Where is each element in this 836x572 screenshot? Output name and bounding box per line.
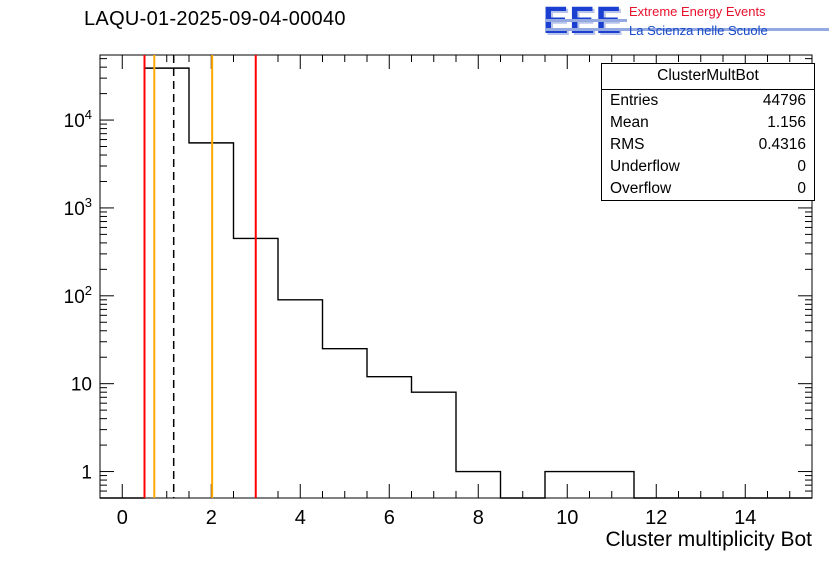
logo-subtitle-la-scienza: La Scienza nelle Scuole	[629, 22, 768, 38]
eee-logo: EEE Extreme Energy Events La Scienza nel…	[543, 0, 833, 50]
stats-value: 1.156	[767, 114, 806, 131]
stats-label: Overflow	[610, 180, 672, 197]
x-axis-title: Cluster multiplicity Bot	[605, 528, 812, 551]
svg-text:10: 10	[556, 507, 578, 529]
stats-value: 0	[797, 180, 806, 197]
logo-subtitle-extreme-energy-events: Extreme Energy Events	[629, 4, 766, 19]
stats-label: Underflow	[610, 158, 680, 175]
logo-subtitles: Extreme Energy Events La Scienza nelle S…	[629, 3, 768, 41]
stats-value: 44796	[762, 92, 806, 109]
logo-track-line-long-icon	[545, 28, 829, 31]
stats-box: ClusterMultBot Entries 44796 Mean 1.156 …	[601, 63, 815, 201]
svg-text:102: 102	[64, 283, 92, 308]
stats-row-rms: RMS 0.4316	[602, 134, 814, 156]
stats-label: Mean	[610, 114, 649, 131]
stats-value: 0	[797, 158, 806, 175]
logo-track-line-icon	[545, 19, 627, 22]
svg-text:8: 8	[473, 507, 484, 529]
svg-text:12: 12	[645, 507, 667, 529]
stats-title: ClusterMultBot	[602, 64, 814, 90]
svg-text:2: 2	[206, 507, 217, 529]
stats-row-entries: Entries 44796	[602, 90, 814, 112]
stats-row-overflow: Overflow 0	[602, 178, 814, 200]
svg-text:4: 4	[295, 507, 306, 529]
svg-text:0: 0	[117, 507, 128, 529]
svg-text:10: 10	[71, 375, 92, 396]
stats-row-mean: Mean 1.156	[602, 112, 814, 134]
stats-row-underflow: Underflow 0	[602, 156, 814, 178]
plot-title: LAQU-01-2025-09-04-00040	[84, 8, 346, 30]
stats-label: RMS	[610, 136, 645, 153]
svg-text:1: 1	[81, 463, 92, 484]
stats-label: Entries	[610, 92, 659, 109]
svg-text:104: 104	[64, 107, 92, 132]
svg-text:6: 6	[384, 507, 395, 529]
svg-text:14: 14	[734, 507, 756, 529]
svg-text:103: 103	[64, 195, 92, 220]
stats-value: 0.4316	[758, 136, 806, 153]
